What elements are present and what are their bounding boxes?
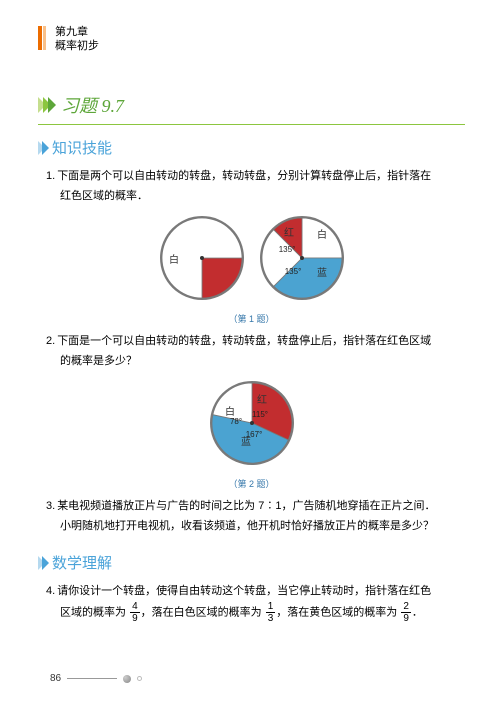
- chapter-title: 第九章 概率初步: [55, 25, 99, 53]
- subsection-heading: 数学理解: [38, 552, 465, 573]
- diagram-2: 红蓝白115°167°78° （第 2 题）: [38, 377, 465, 490]
- caption-1: （第 1 题）: [38, 312, 465, 325]
- subsection-heading: 知识技能: [38, 137, 465, 158]
- chevron-icon: [38, 141, 46, 155]
- page-number: 86: [50, 673, 61, 684]
- chapter-marker: [38, 26, 48, 50]
- diagram-1: 红白白蓝红135°135° （第 1 题）: [38, 212, 465, 325]
- svg-text:167°: 167°: [245, 430, 262, 439]
- svg-text:红: 红: [284, 226, 294, 239]
- svg-text:78°: 78°: [229, 417, 241, 426]
- problem-3: 3.某电视频道播放正片与广告的时间之比为 7∶1，广告随机地穿插在正片之间． 小…: [46, 496, 465, 536]
- chevron-icon: [38, 97, 53, 113]
- section-heading: 习题 9.7: [38, 92, 465, 118]
- svg-text:135°: 135°: [284, 267, 301, 276]
- chevron-icon: [38, 556, 46, 570]
- divider: [38, 124, 465, 125]
- svg-text:红: 红: [257, 393, 267, 406]
- caption-2: （第 2 题）: [38, 477, 465, 490]
- problem-2: 2.下面是一个可以自由转动的转盘，转动转盘，转盘停止后，指针落在红色区域 的概率…: [46, 331, 465, 371]
- problem-4: 4.请你设计一个转盘，使得自由转动这个转盘，当它停止转动时，指针落在红色 区域的…: [46, 581, 465, 624]
- svg-text:白: 白: [317, 228, 327, 241]
- svg-text:蓝: 蓝: [317, 267, 327, 279]
- problem-1: 1.下面是两个可以自由转动的转盘，转动转盘，分别计算转盘停止后，指针落在 红色区…: [46, 166, 465, 206]
- svg-text:白: 白: [169, 253, 179, 266]
- page-footer: 86: [50, 673, 142, 684]
- svg-text:115°: 115°: [252, 410, 268, 419]
- svg-text:135°: 135°: [278, 245, 295, 254]
